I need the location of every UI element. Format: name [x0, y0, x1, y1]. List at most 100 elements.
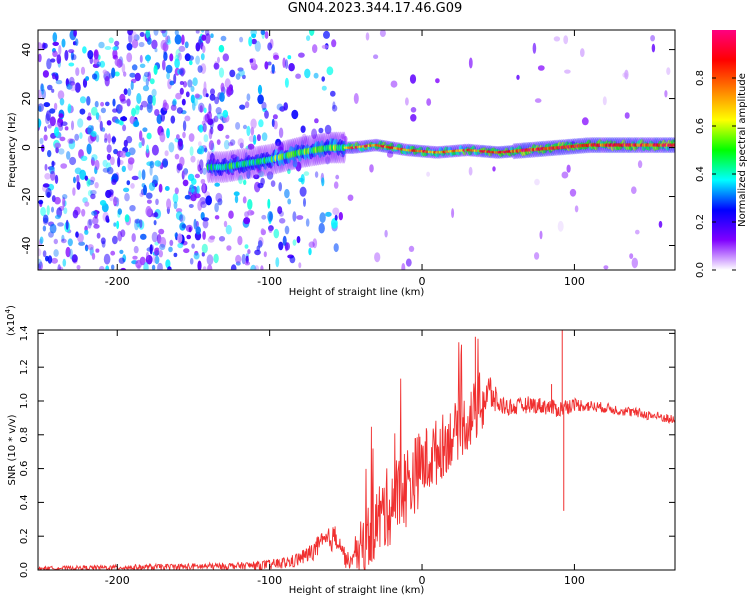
noise-cell	[237, 235, 243, 246]
noise-cell	[173, 201, 178, 210]
noise-cell	[223, 220, 228, 228]
noise-cell	[225, 224, 232, 235]
noise-cell	[195, 55, 201, 65]
noise-cell	[257, 84, 263, 95]
noise-cell	[60, 163, 68, 169]
noise-cell	[102, 159, 108, 168]
noise-cell	[69, 248, 73, 260]
noise-cell	[130, 80, 134, 91]
noise-cell	[313, 72, 319, 79]
noise-cell	[170, 115, 176, 124]
noise-cell	[105, 215, 110, 223]
noise-cell	[264, 61, 269, 70]
noise-cell	[142, 85, 150, 92]
noise-cell	[47, 124, 52, 129]
bottom-xtick-label: -100	[257, 574, 282, 587]
noise-cell	[331, 218, 338, 229]
noise-cell	[267, 61, 272, 66]
noise-cell	[149, 244, 154, 252]
noise-cell	[112, 197, 120, 205]
noise-cell	[90, 189, 97, 196]
noise-cell	[126, 52, 133, 63]
noise-cell	[563, 35, 569, 45]
snr-line	[38, 338, 675, 570]
noise-cell	[181, 98, 186, 106]
noise-cell	[134, 218, 141, 224]
noise-cell	[202, 183, 206, 193]
noise-cell	[86, 116, 92, 121]
noise-cell	[127, 157, 135, 165]
noise-cell	[149, 160, 155, 169]
noise-cell	[79, 132, 83, 140]
noise-cell	[213, 253, 219, 264]
colorbar-tick-label: 0.6	[695, 118, 706, 134]
noise-cell	[120, 98, 127, 104]
noise-cell	[133, 121, 140, 127]
noise-cell	[353, 93, 359, 104]
noise-cell	[90, 193, 96, 200]
noise-cell	[154, 47, 158, 53]
noise-cell	[101, 127, 106, 132]
noise-cell	[198, 141, 202, 147]
noise-cell	[212, 118, 216, 124]
noise-cell	[168, 246, 173, 253]
noise-cell	[235, 122, 241, 130]
noise-cell	[51, 160, 55, 167]
noise-cell	[373, 54, 379, 59]
noise-cell	[248, 135, 256, 143]
noise-cell	[539, 230, 543, 240]
noise-cell	[220, 35, 227, 42]
noise-cell	[333, 181, 339, 189]
noise-cell	[154, 109, 160, 116]
noise-cell	[86, 143, 92, 155]
noise-cell	[57, 222, 64, 227]
noise-cell	[146, 192, 153, 199]
noise-cell	[126, 98, 131, 107]
noise-cell	[112, 46, 118, 51]
top-xlabel: Height of straight line (km)	[289, 287, 425, 298]
noise-cell	[86, 178, 91, 187]
noise-cell	[200, 201, 207, 209]
noise-cell	[108, 189, 114, 196]
noise-cell	[267, 211, 274, 222]
noise-cell	[44, 173, 51, 180]
noise-cell	[142, 74, 148, 82]
noise-cell	[624, 69, 629, 80]
noise-cell	[158, 250, 163, 258]
noise-cell	[131, 31, 137, 42]
noise-cell	[127, 88, 132, 97]
noise-cell	[149, 244, 153, 255]
noise-cell	[195, 226, 201, 235]
noise-cell	[247, 143, 255, 150]
noise-cell	[251, 33, 257, 39]
noise-cell	[46, 205, 50, 216]
noise-cell	[117, 156, 121, 168]
noise-cell	[199, 159, 204, 171]
noise-cell	[138, 41, 145, 48]
noise-cell	[284, 77, 289, 88]
noise-cell	[264, 110, 269, 119]
noise-cell	[104, 138, 108, 143]
colorbar-label: Normalized spectral amplitude	[737, 73, 748, 227]
noise-cell	[279, 218, 286, 224]
noise-cell	[198, 145, 205, 155]
noise-cell	[273, 120, 278, 130]
noise-cell	[143, 71, 150, 78]
noise-cell	[94, 100, 99, 108]
noise-cell	[123, 187, 130, 193]
noise-cell	[215, 107, 222, 115]
noise-cell	[38, 118, 42, 128]
noise-cell	[129, 205, 136, 212]
noise-cell	[295, 73, 301, 79]
noise-cell	[330, 90, 336, 97]
noise-cell	[85, 246, 89, 252]
noise-cell	[148, 182, 156, 192]
noise-cell	[52, 50, 58, 58]
noise-cell	[112, 49, 118, 59]
noise-cell	[61, 121, 68, 126]
noise-cell	[175, 211, 183, 221]
noise-cell	[288, 62, 295, 72]
noise-cell	[197, 260, 202, 270]
noise-cell	[45, 113, 50, 125]
noise-cell	[49, 116, 56, 127]
